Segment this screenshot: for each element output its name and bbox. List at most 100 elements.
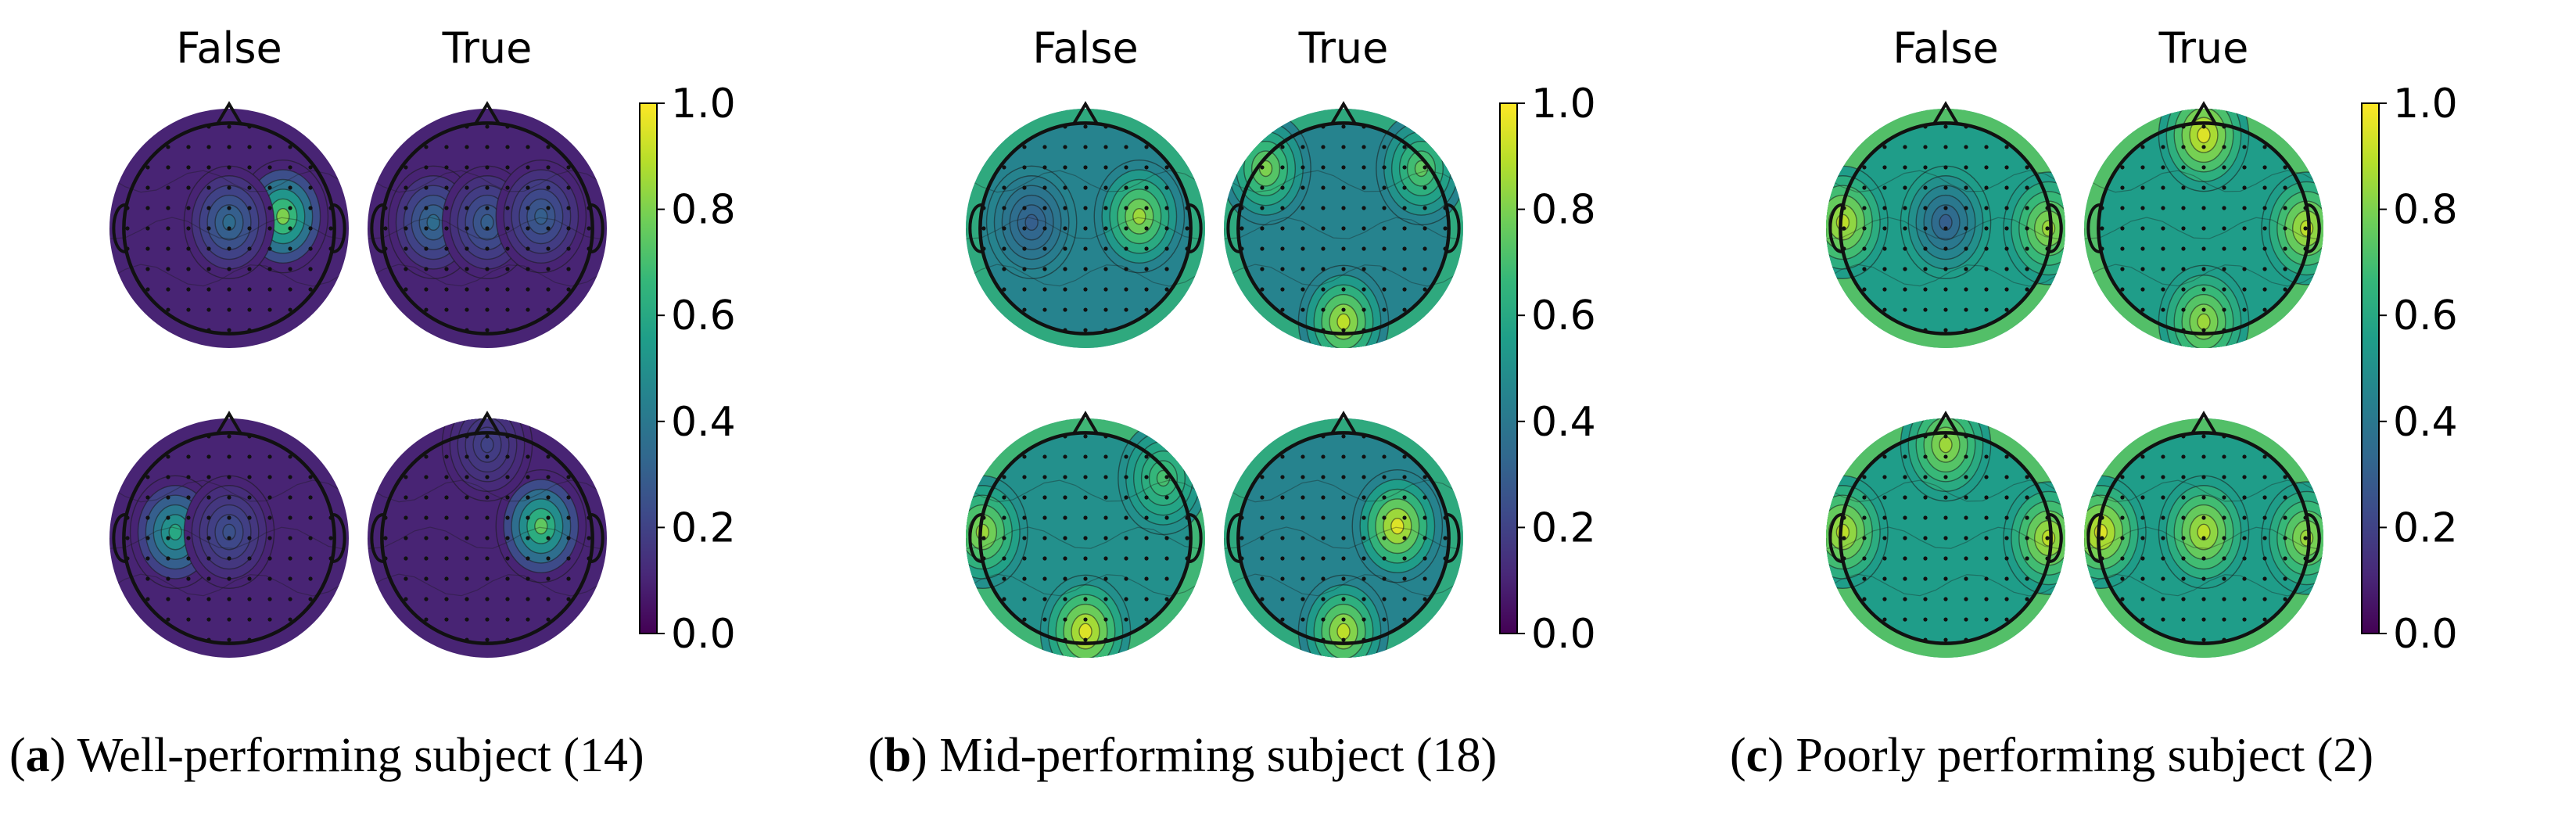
colorbar-tick-label: 0.6 — [671, 293, 736, 339]
electrode-dot — [1280, 165, 1285, 170]
electrode-dot — [2283, 576, 2287, 581]
left-ear — [968, 513, 982, 563]
electrode-dot — [444, 576, 449, 581]
electrode-dot — [2025, 515, 2029, 520]
electrode-dot — [2201, 556, 2206, 561]
electrode-dot — [1382, 617, 1387, 622]
electrode-dot — [1164, 185, 1169, 190]
electrode-dot — [145, 287, 150, 292]
electrode-dot — [1903, 454, 1907, 459]
electrode-dot — [2201, 515, 2206, 520]
electrode-dot — [1144, 165, 1149, 170]
electrode-dot — [2004, 287, 2009, 292]
electrode-dot — [1124, 495, 1128, 500]
electrode-dot — [1341, 556, 1346, 561]
electrode-dot — [546, 307, 551, 312]
electrode-dot — [546, 556, 551, 561]
electrode-dot — [2222, 165, 2226, 170]
electrode-dot — [206, 597, 211, 601]
electrode-dot — [1144, 617, 1149, 622]
iso-line — [966, 170, 1201, 193]
electrode-dot — [247, 267, 252, 271]
electrode-dot — [2222, 536, 2226, 540]
electrode-dot — [1923, 556, 1928, 561]
electrode-dot — [424, 454, 429, 459]
electrode-dot — [1903, 495, 1907, 500]
electrode-dot — [1103, 267, 1108, 271]
electrode-dot — [2004, 185, 2009, 190]
electrode-dot — [1124, 307, 1128, 312]
iso-line — [1224, 264, 1459, 287]
electrode-dot — [2201, 328, 2206, 332]
electrode-dot — [2161, 185, 2165, 190]
head-outline — [1839, 121, 2053, 336]
electrode-dot — [485, 617, 490, 622]
electrode-dot — [404, 556, 408, 561]
colorbar-gradient — [2361, 102, 2380, 634]
electrode-dot — [288, 475, 292, 479]
caption-c: (c) Poorly performing subject (2) — [1730, 729, 2374, 782]
electrode-dot — [1984, 307, 1989, 312]
electrode-dot — [1144, 246, 1149, 251]
electrode-dot — [1124, 185, 1128, 190]
electrode-dot — [227, 185, 231, 190]
electrode-dot — [1321, 556, 1326, 561]
electrode-dot — [587, 226, 591, 231]
electrode-dot — [1124, 226, 1128, 231]
electrode-dot — [2120, 165, 2125, 170]
electrode-dot — [1882, 454, 1887, 459]
electrode-dot — [1321, 576, 1326, 581]
electrode-dot — [1164, 597, 1169, 601]
electrode-dot — [546, 576, 551, 581]
electrode-dot — [186, 475, 191, 479]
electrode-dot — [267, 307, 272, 312]
electrode-dot — [166, 145, 170, 149]
iso-line — [109, 573, 345, 597]
electrode-dot — [444, 246, 449, 251]
electrode-dot — [1103, 617, 1108, 622]
electrode-dot — [2201, 307, 2206, 312]
electrode-dot — [1022, 536, 1027, 540]
electrode-dot — [227, 124, 231, 129]
electrode-dot — [1382, 515, 1387, 520]
electrode-dot — [267, 536, 272, 540]
electrode-dot — [1402, 287, 1407, 292]
electrode-dot — [526, 515, 530, 520]
electrode-dot — [2222, 617, 2226, 622]
electrode-dot — [2283, 206, 2287, 210]
electrode-dot — [2222, 556, 2226, 561]
electrode-dot — [1083, 454, 1088, 459]
electrode-dot — [1083, 597, 1088, 601]
electrode-dot — [1083, 495, 1088, 500]
electrode-dot — [1923, 287, 1928, 292]
electrode-dot — [145, 495, 150, 500]
electrode-dot — [1022, 454, 1027, 459]
electrode-dot — [1402, 267, 1407, 271]
electrode-dot — [1103, 597, 1108, 601]
electrode-dot — [1341, 307, 1346, 312]
electrode-dot — [485, 185, 490, 190]
electrode-dot — [1382, 206, 1387, 210]
electrode-dot — [1362, 185, 1366, 190]
electrode-dot — [1923, 185, 1928, 190]
electrode-dot — [206, 536, 211, 540]
electrode-dot — [1903, 165, 1907, 170]
head-outline — [1236, 121, 1451, 336]
electrode-dot — [2242, 495, 2247, 500]
electrode-dot — [288, 617, 292, 622]
electrode-dot — [505, 165, 510, 170]
electrode-dot — [424, 576, 429, 581]
electrode-dot — [2201, 206, 2206, 210]
electrode-dot — [1943, 226, 1948, 231]
electrode-dot — [1862, 226, 1867, 231]
electrode-dot — [2283, 515, 2287, 520]
electrode-dot — [1443, 226, 1448, 231]
electrode-dot — [1042, 556, 1047, 561]
electrode-dot — [485, 576, 490, 581]
right-ear — [590, 513, 605, 563]
electrode-dot — [1943, 328, 1948, 332]
electrode-dot — [2140, 556, 2145, 561]
electrode-dot — [206, 307, 211, 312]
electrode-dot — [1362, 267, 1366, 271]
electrode-dot — [424, 145, 429, 149]
